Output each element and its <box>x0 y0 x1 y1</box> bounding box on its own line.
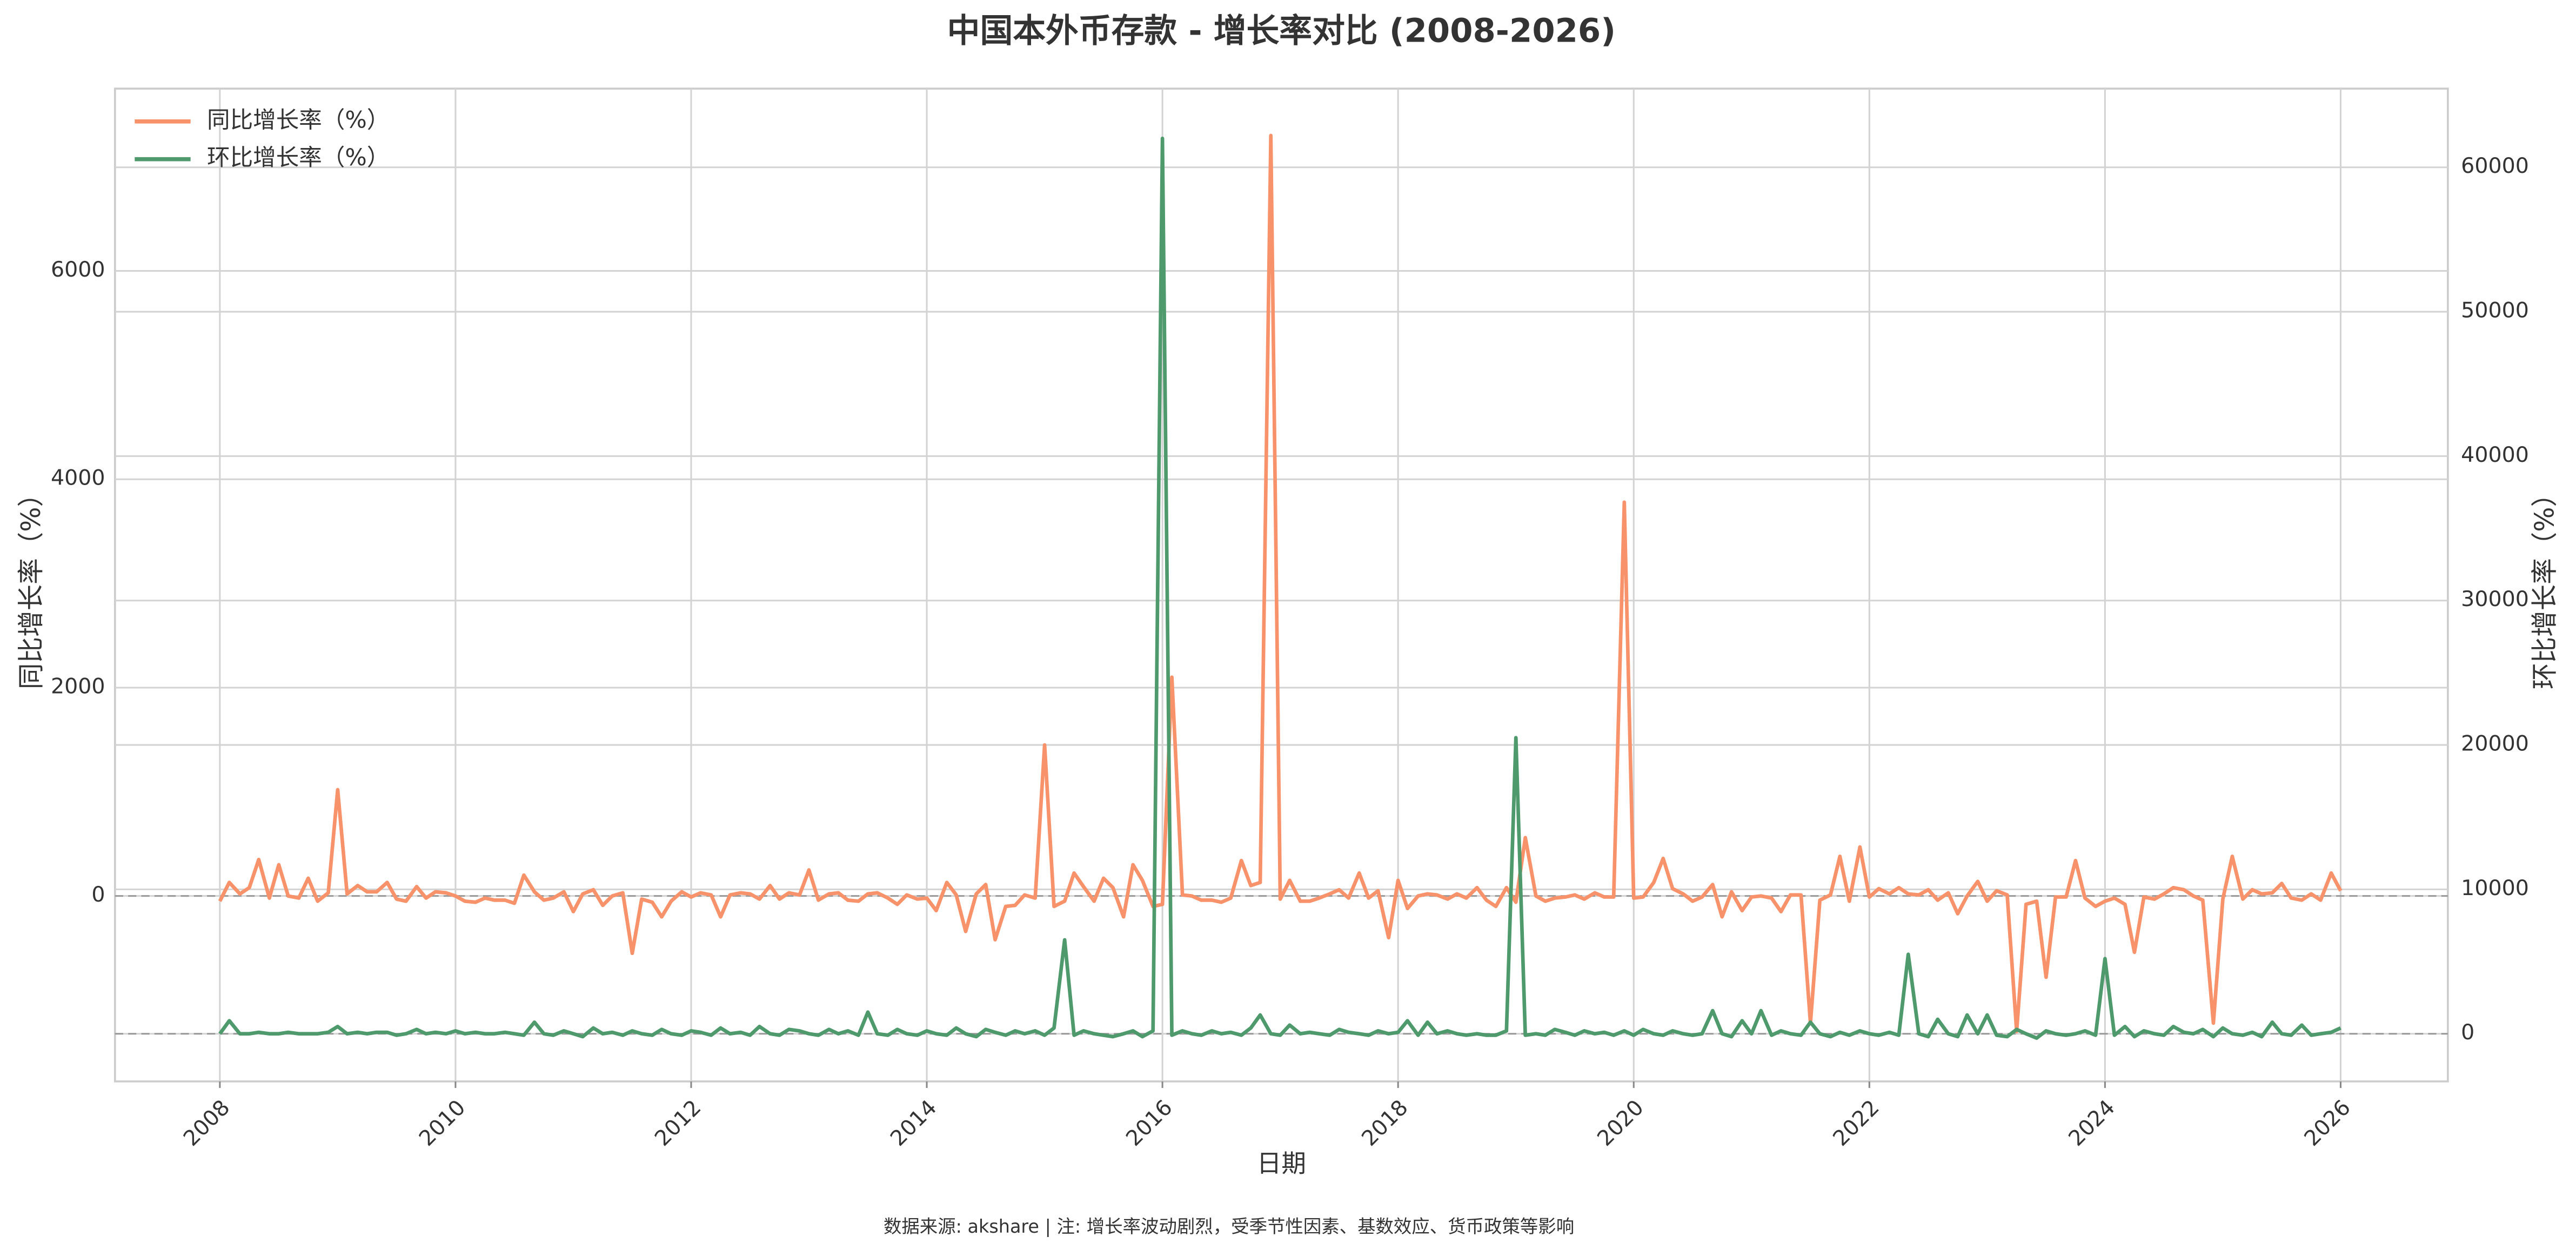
y-tick-label: 6000 <box>51 257 105 282</box>
y-tick-label: 4000 <box>51 466 105 490</box>
x-tick-label: 2014 <box>886 1095 942 1151</box>
x-tick-label: 2008 <box>179 1095 235 1151</box>
x-tick-label: 2018 <box>1357 1095 1413 1151</box>
y2-tick-label: 50000 <box>2461 298 2529 323</box>
x-tick-label: 2016 <box>1121 1095 1177 1151</box>
y2-axis-title: 环比增长率（%） <box>2530 481 2560 689</box>
chart-title: 中国本外币存款 - 增长率对比 (2008-2026) <box>947 12 1616 50</box>
y-tick-label: 0 <box>91 882 105 907</box>
x-tick-label: 2022 <box>1828 1095 1884 1151</box>
x-tick-label: 2012 <box>650 1095 706 1151</box>
y2-tick-label: 40000 <box>2461 442 2529 467</box>
series-line <box>218 136 2341 1040</box>
y2-tick-label: 20000 <box>2461 731 2529 756</box>
y2-tick-label: 30000 <box>2461 587 2529 611</box>
y2-tick-label: 60000 <box>2461 153 2529 178</box>
legend-label: 环比增长率（%） <box>207 145 390 171</box>
y2-tick-label: 0 <box>2461 1020 2474 1045</box>
y-axis-title: 同比增长率（%） <box>16 481 46 689</box>
y2-tick-label: 10000 <box>2461 876 2529 900</box>
footnote: 数据来源: akshare | 注: 增长率波动剧烈，受季节性因素、基数效应、货… <box>884 1216 1574 1237</box>
y-tick-label: 2000 <box>51 674 105 698</box>
plot-area <box>113 88 2449 1083</box>
x-tick-label: 2010 <box>414 1095 471 1151</box>
legend-label: 同比增长率（%） <box>207 107 390 133</box>
x-axis-title: 日期 <box>1257 1149 1306 1178</box>
series-line <box>218 133 2343 1033</box>
x-tick-label: 2026 <box>2299 1095 2356 1151</box>
x-tick-label: 2020 <box>1593 1095 1649 1151</box>
x-tick-label: 2024 <box>2064 1095 2120 1151</box>
